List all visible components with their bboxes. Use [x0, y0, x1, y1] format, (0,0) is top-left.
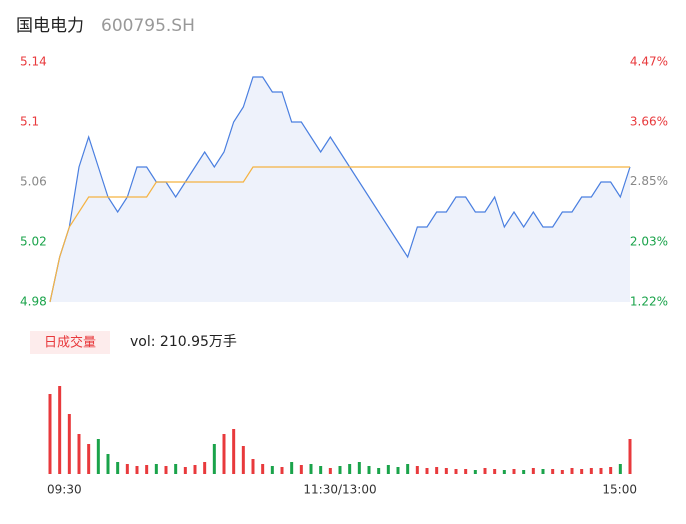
volume-bar — [531, 468, 535, 474]
y2-tick-label: 3.66% — [630, 114, 668, 128]
volume-bar — [106, 454, 110, 474]
volume-bar — [580, 469, 584, 474]
volume-bar — [280, 467, 284, 474]
volume-bar — [319, 466, 323, 474]
volume-bar — [232, 429, 236, 474]
volume-summary: vol: 210.95万手 — [130, 334, 237, 350]
volume-bar — [464, 469, 468, 474]
price-area — [50, 77, 630, 302]
y2-tick-label: 2.85% — [630, 174, 668, 188]
volume-bar — [58, 386, 62, 474]
volume-bar — [599, 468, 603, 474]
volume-bar — [483, 468, 487, 474]
y-tick-label: 5.06 — [20, 175, 47, 189]
volume-bar — [309, 464, 313, 474]
stock-name: 国电电力 — [16, 16, 84, 36]
average-line — [49, 166, 630, 303]
volume-bar — [145, 465, 149, 474]
volume-bar — [48, 394, 52, 474]
y2-tick-label: 4.47% — [630, 55, 668, 69]
volume-bar — [87, 444, 91, 474]
volume-bar — [473, 470, 477, 474]
volume-bar — [415, 466, 419, 474]
volume-bar — [203, 462, 207, 474]
volume-label: 日成交量 — [44, 335, 96, 351]
volume-bar — [609, 467, 613, 474]
volume-bar — [183, 467, 187, 474]
volume-bar — [454, 469, 458, 474]
price-line — [49, 76, 631, 303]
volume-bar — [406, 464, 410, 474]
y-tick-label: 5.02 — [20, 235, 47, 249]
volume-bar — [425, 468, 429, 474]
volume-bar — [570, 468, 574, 474]
volume-bar — [522, 470, 526, 474]
volume-bar — [241, 446, 245, 474]
volume-bar — [338, 466, 342, 474]
volume-bar — [299, 465, 303, 474]
volume-bar — [367, 466, 371, 474]
volume-bar — [628, 439, 632, 474]
volume-bar — [551, 469, 555, 474]
volume-bar — [357, 462, 361, 474]
volume-bar — [125, 464, 129, 474]
y-tick-label: 5.1 — [20, 115, 39, 129]
volume-bar — [512, 469, 516, 474]
volume-bar — [96, 439, 100, 474]
volume-bar — [77, 434, 81, 474]
volume-bar — [396, 467, 400, 474]
volume-bar — [328, 468, 332, 474]
volume-bar — [290, 462, 294, 474]
y2-tick-label: 2.03% — [630, 235, 668, 249]
volume-bar — [444, 468, 448, 474]
volume-bar — [67, 414, 71, 474]
y2-tick-label: 1.22% — [630, 295, 668, 309]
volume-bar — [435, 467, 439, 474]
volume-bar — [377, 468, 381, 474]
volume-bar — [589, 468, 593, 474]
volume-bar — [222, 434, 226, 474]
volume-bar — [618, 464, 622, 474]
volume-bar — [386, 465, 390, 474]
volume-bar — [193, 465, 197, 474]
volume-bar — [154, 464, 158, 474]
volume-bar — [261, 464, 265, 474]
volume-bar — [502, 470, 506, 474]
volume-bar — [174, 464, 178, 474]
x-tick-label: 09:30 — [47, 483, 82, 497]
stock-code: 600795.SH — [101, 16, 195, 36]
y-tick-label: 4.98 — [20, 295, 47, 309]
volume-bar — [541, 469, 545, 474]
volume-bar — [270, 466, 274, 474]
x-tick-label: 15:00 — [602, 483, 637, 497]
volume-bar — [348, 464, 352, 474]
volume-bar — [560, 470, 564, 474]
volume-bar — [116, 462, 120, 474]
y-tick-label: 5.14 — [20, 55, 47, 69]
volume-bar — [164, 466, 168, 474]
volume-bar — [493, 469, 497, 474]
volume-label-bg — [30, 331, 110, 354]
x-tick-label: 11:30/13:00 — [303, 483, 376, 497]
volume-bar — [135, 466, 139, 474]
volume-bar — [251, 459, 255, 474]
volume-bar — [212, 444, 216, 474]
